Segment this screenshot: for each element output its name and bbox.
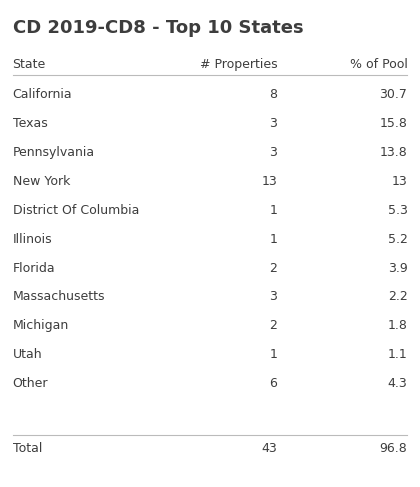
Text: District Of Columbia: District Of Columbia [13, 204, 139, 217]
Text: Texas: Texas [13, 117, 47, 130]
Text: Florida: Florida [13, 262, 55, 275]
Text: 5.2: 5.2 [388, 233, 407, 245]
Text: New York: New York [13, 175, 70, 187]
Text: 3: 3 [269, 117, 277, 130]
Text: 3.9: 3.9 [388, 262, 407, 275]
Text: 13.8: 13.8 [380, 146, 407, 159]
Text: 2: 2 [269, 319, 277, 333]
Text: Illinois: Illinois [13, 233, 52, 245]
Text: 2: 2 [269, 262, 277, 275]
Text: Pennsylvania: Pennsylvania [13, 146, 95, 159]
Text: 15.8: 15.8 [380, 117, 407, 130]
Text: 1: 1 [269, 349, 277, 361]
Text: 1.1: 1.1 [388, 349, 407, 361]
Text: 5.3: 5.3 [388, 204, 407, 217]
Text: 8: 8 [269, 88, 277, 101]
Text: 4.3: 4.3 [388, 377, 407, 391]
Text: Massachusetts: Massachusetts [13, 290, 105, 303]
Text: Total: Total [13, 442, 42, 455]
Text: 96.8: 96.8 [380, 442, 407, 455]
Text: Utah: Utah [13, 349, 42, 361]
Text: 30.7: 30.7 [380, 88, 407, 101]
Text: Other: Other [13, 377, 48, 391]
Text: 13: 13 [261, 175, 277, 187]
Text: 2.2: 2.2 [388, 290, 407, 303]
Text: 6: 6 [269, 377, 277, 391]
Text: 13: 13 [391, 175, 407, 187]
Text: 1.8: 1.8 [388, 319, 407, 333]
Text: 1: 1 [269, 233, 277, 245]
Text: 43: 43 [261, 442, 277, 455]
Text: 3: 3 [269, 290, 277, 303]
Text: # Properties: # Properties [200, 57, 277, 71]
Text: California: California [13, 88, 72, 101]
Text: CD 2019-CD8 - Top 10 States: CD 2019-CD8 - Top 10 States [13, 19, 303, 37]
Text: % of Pool: % of Pool [349, 57, 407, 71]
Text: 1: 1 [269, 204, 277, 217]
Text: State: State [13, 57, 46, 71]
Text: 3: 3 [269, 146, 277, 159]
Text: Michigan: Michigan [13, 319, 69, 333]
